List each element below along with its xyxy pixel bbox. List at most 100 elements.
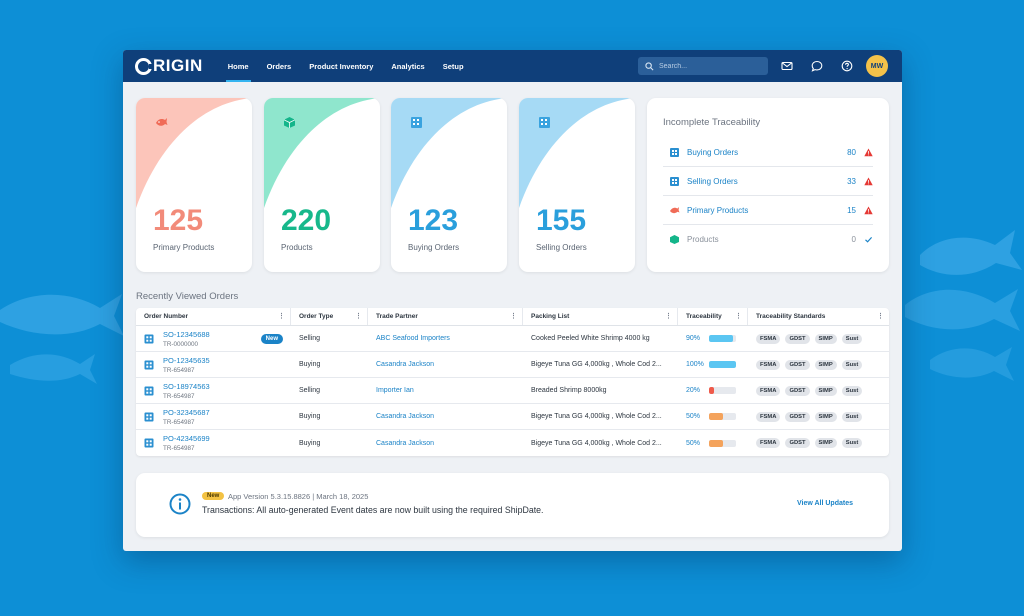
- column-header-label: Order Type: [299, 313, 334, 320]
- nav-setup[interactable]: Setup: [442, 61, 464, 71]
- traceability-bar-fill: [709, 413, 723, 420]
- view-all-updates-link[interactable]: View All Updates: [796, 500, 853, 507]
- column-header-traceability[interactable]: Traceability ⋮: [678, 308, 748, 325]
- kpi-buying-orders[interactable]: 123 Buying Orders: [391, 98, 507, 272]
- fish-icon: [670, 206, 680, 213]
- building-icon: [144, 412, 154, 421]
- chat-button[interactable]: [806, 55, 828, 77]
- standard-tag: GDST: [785, 333, 810, 344]
- nav-product-inventory[interactable]: Product Inventory: [309, 61, 374, 71]
- nav-home[interactable]: Home: [219, 50, 258, 82]
- trade-partner-link[interactable]: Casandra Jackson: [376, 413, 434, 420]
- column-header-label: Traceability: [686, 313, 722, 320]
- column-menu-icon[interactable]: ⋮: [665, 313, 672, 320]
- kpi-wave-decoration: [519, 98, 635, 208]
- kpi-selling-orders[interactable]: 155 Selling Orders: [519, 98, 635, 272]
- tr-number: TR-654987: [163, 392, 195, 400]
- traceability-bar: [709, 387, 736, 394]
- traceability-count: 15: [847, 205, 856, 215]
- mail-button[interactable]: [776, 55, 798, 77]
- top-navigation-bar: RIGIN Home Orders Product Inventory Anal…: [123, 50, 902, 82]
- column-header-packing-list[interactable]: Packing List ⋮: [523, 308, 678, 325]
- standard-tag: GDST: [785, 438, 810, 448]
- app-update-banner: New App Version 5.3.15.8826 | March 18, …: [136, 473, 889, 537]
- search-icon: [645, 61, 654, 70]
- column-header-trade-partner[interactable]: Trade Partner ⋮: [368, 308, 523, 325]
- building-icon: [539, 117, 550, 128]
- column-header-order-type[interactable]: Order Type ⋮: [291, 308, 368, 325]
- kpi-value: 125: [153, 204, 204, 237]
- kpi-products[interactable]: 220 Products: [264, 98, 380, 272]
- app-logo[interactable]: RIGIN: [135, 56, 203, 76]
- order-number-link[interactable]: PO-12345635: [163, 355, 210, 365]
- kpi-primary-products[interactable]: 125 Primary Products: [136, 98, 252, 272]
- order-type: Selling: [299, 335, 321, 342]
- recent-orders-table: Order Number ⋮ Order Type ⋮ Trade Partner ⋮…: [136, 308, 889, 456]
- order-number-link[interactable]: PO-42345699: [163, 434, 210, 443]
- trade-partner-link[interactable]: Casandra Jackson: [376, 361, 434, 368]
- traceability-bar-fill: [709, 439, 723, 447]
- help-button[interactable]: [836, 55, 858, 77]
- column-menu-icon[interactable]: ⋮: [877, 313, 884, 320]
- table-row[interactable]: PO-12345635 TR-654987 Buying Casandra Jac…: [136, 352, 889, 378]
- standard-tag: GDST: [785, 411, 810, 422]
- nav-analytics[interactable]: Analytics: [391, 61, 425, 71]
- column-menu-icon[interactable]: ⋮: [278, 313, 285, 320]
- traceability-bar: [709, 361, 736, 368]
- standard-tag: SIMP: [814, 385, 837, 396]
- fish-decoration-left: [0, 294, 124, 384]
- traceability-row-primary-products[interactable]: Primary Products 15: [663, 196, 873, 225]
- traceability-row-products[interactable]: Products 0: [663, 225, 873, 254]
- update-message: Transactions: All auto-generated Event d…: [202, 505, 544, 515]
- column-menu-icon[interactable]: ⋮: [355, 313, 362, 320]
- order-number-link[interactable]: SO-18974563: [163, 381, 210, 391]
- traceability-row-buying-orders[interactable]: Buying Orders 80: [663, 138, 873, 167]
- kpi-wave-decoration: [264, 98, 380, 208]
- order-number-link[interactable]: PO-32345687: [163, 407, 210, 417]
- table-header: Order Number ⋮ Order Type ⋮ Trade Partner ⋮…: [136, 308, 889, 326]
- nav-orders[interactable]: Orders: [266, 61, 292, 71]
- kpi-value: 123: [408, 204, 459, 237]
- traceability-row-selling-orders[interactable]: Selling Orders 33: [663, 167, 873, 196]
- traceability-percent: 50%: [686, 439, 701, 447]
- order-type: Selling: [299, 387, 321, 394]
- packing-list: Cooked Peeled White Shrimp 4000 kg: [531, 335, 650, 342]
- column-header-traceability-standards[interactable]: Traceability Standards ⋮: [748, 308, 889, 325]
- column-header-label: Order Number: [144, 313, 189, 320]
- box-icon: [670, 235, 679, 244]
- incomplete-traceability-card: Incomplete Traceability Buying Orders 80…: [647, 98, 889, 272]
- order-number-link[interactable]: SO-12345688: [163, 329, 210, 339]
- traceability-bar-fill: [709, 335, 734, 342]
- column-menu-icon[interactable]: ⋮: [735, 313, 742, 320]
- warning-icon: [864, 177, 873, 185]
- standard-tag: GDST: [785, 359, 810, 370]
- traceability-count: 33: [847, 176, 856, 186]
- column-header-order-number[interactable]: Order Number ⋮: [136, 308, 291, 325]
- table-row[interactable]: SO-12345688 TR-0000000 New Selling ABC Se…: [136, 326, 889, 352]
- standard-tag: SIMP: [814, 359, 837, 370]
- trade-partner-link[interactable]: Casandra Jackson: [376, 439, 434, 447]
- traceability-percent: 100%: [686, 361, 704, 368]
- traceability-bar-fill: [709, 387, 715, 394]
- column-header-label: Traceability Standards: [756, 313, 826, 320]
- table-row[interactable]: PO-32345687 TR-654987 Buying Casandra Jac…: [136, 404, 889, 430]
- trade-partner-link[interactable]: ABC Seafood Importers: [376, 335, 450, 342]
- table-row[interactable]: SO-18974563 TR-654987 Selling Importer Ia…: [136, 378, 889, 404]
- user-avatar[interactable]: MW: [866, 55, 888, 77]
- table-row[interactable]: PO-42345699 TR-654987 Buying Casandra Jac…: [136, 430, 889, 456]
- standard-tag: Sust: [841, 411, 863, 422]
- order-type: Buying: [299, 413, 321, 420]
- standard-tag: SIMP: [814, 333, 837, 344]
- search-input[interactable]: [659, 62, 759, 70]
- traceability-percent: 20%: [686, 387, 701, 394]
- main-nav: Home Orders Product Inventory Analytics …: [219, 50, 473, 82]
- box-icon: [283, 117, 296, 128]
- kpi-label: Selling Orders: [536, 243, 587, 252]
- app-version: App Version 5.3.15.8826 | March 18, 2025: [228, 492, 369, 501]
- column-menu-icon[interactable]: ⋮: [510, 313, 517, 320]
- order-type: Buying: [299, 439, 321, 447]
- trade-partner-link[interactable]: Importer Ian: [376, 387, 414, 394]
- search-box[interactable]: [638, 57, 768, 75]
- standard-tag: FSMA: [756, 359, 781, 370]
- traceability-count: 80: [847, 147, 856, 157]
